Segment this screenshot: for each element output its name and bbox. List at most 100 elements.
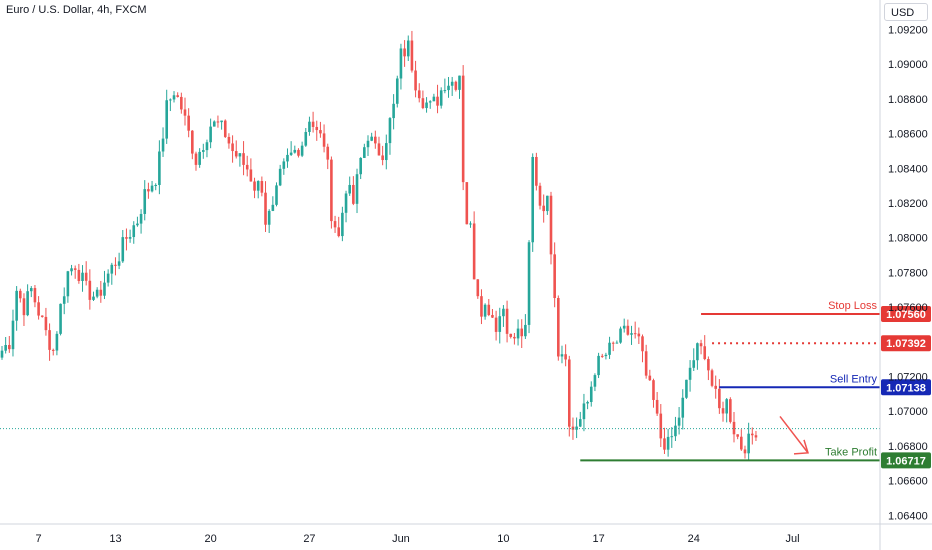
candle-body <box>297 149 300 156</box>
candle-body <box>450 81 454 86</box>
candle-body <box>33 288 37 303</box>
candle-body <box>611 342 615 344</box>
candle-body <box>399 48 403 79</box>
y-tick-label: 1.06600 <box>888 476 928 488</box>
candle-body <box>531 156 534 243</box>
level-price-label: 1.07560 <box>886 309 926 321</box>
candles <box>0 30 758 461</box>
y-tick-label: 1.07000 <box>888 406 928 418</box>
candle-body <box>732 421 736 435</box>
candle-body <box>103 282 106 296</box>
candle-body <box>681 397 685 418</box>
candle-body <box>443 90 447 92</box>
candle-body <box>26 291 29 316</box>
candle-body <box>150 185 154 192</box>
candle-body <box>571 426 575 430</box>
candle-body <box>553 254 556 298</box>
candle-body <box>223 120 227 137</box>
candle-body <box>659 413 663 439</box>
candle-body <box>341 212 344 237</box>
candle-body <box>454 81 458 90</box>
candle-body <box>216 121 220 123</box>
candle-body <box>699 343 703 347</box>
candle-body <box>666 436 670 450</box>
candle-body <box>253 181 256 191</box>
candle-body <box>158 151 161 186</box>
candle-body <box>92 296 95 300</box>
candle-body <box>754 435 758 438</box>
candle-body <box>696 343 699 361</box>
candle-body <box>502 308 505 317</box>
candle-body <box>392 103 395 119</box>
candle-body <box>736 434 739 437</box>
candle-body <box>114 264 117 266</box>
candle-body <box>4 344 7 351</box>
candle-body <box>633 333 637 335</box>
candle-body <box>542 205 545 212</box>
candle-body <box>165 100 168 139</box>
candle-body <box>22 298 26 316</box>
currency-button[interactable]: USD <box>884 3 928 21</box>
candle-body <box>238 153 242 157</box>
candle-body <box>505 308 509 334</box>
candle-body <box>428 101 432 103</box>
candle-body <box>721 408 725 414</box>
candle-body <box>703 346 707 360</box>
y-tick-label: 1.06800 <box>888 441 928 453</box>
candle-body <box>132 225 136 238</box>
candle-body <box>476 279 480 297</box>
candle-body <box>344 193 348 213</box>
level-price-label: 1.07392 <box>886 338 926 350</box>
candle-body <box>187 115 190 131</box>
candle-body <box>308 121 311 132</box>
level-price-tag <box>881 306 931 323</box>
candle-body <box>747 433 750 454</box>
y-tick-label: 1.08200 <box>888 198 928 210</box>
candle-body <box>670 436 674 438</box>
x-tick-label: 17 <box>592 533 604 545</box>
candle-body <box>209 126 212 143</box>
candle-body <box>359 157 362 175</box>
candle-body <box>51 349 55 351</box>
candle-body <box>106 273 110 283</box>
candle-body <box>414 70 417 91</box>
candle-body <box>560 354 564 357</box>
candle-body <box>637 333 641 337</box>
candle-body <box>516 328 520 339</box>
candle-body <box>198 151 201 165</box>
y-tick-label: 1.08400 <box>888 163 928 175</box>
candle-body <box>352 184 355 204</box>
candle-body <box>439 90 443 106</box>
candle-body <box>143 189 147 214</box>
candle-body <box>593 375 597 387</box>
candle-body <box>582 403 586 420</box>
x-tick-label: 7 <box>36 533 42 545</box>
candle-body <box>718 388 721 409</box>
candle-body <box>447 85 450 91</box>
x-tick-label: 27 <box>303 533 315 545</box>
candle-body <box>366 140 370 148</box>
candle-body <box>136 223 139 226</box>
candle-body <box>388 118 392 144</box>
candle-body <box>202 150 205 152</box>
candle-body <box>286 154 289 162</box>
candle-body <box>677 417 681 426</box>
candle-body <box>425 102 428 109</box>
candle-body <box>304 131 308 146</box>
y-tick-label: 1.07200 <box>888 372 928 384</box>
candle-body <box>600 355 604 357</box>
candle-body <box>619 328 622 343</box>
candle-body <box>278 168 282 186</box>
candle-body <box>48 330 51 350</box>
candle-body <box>520 328 524 337</box>
candle-body <box>88 280 92 300</box>
y-tick-label: 1.09000 <box>888 59 928 71</box>
y-tick-label: 1.08600 <box>888 129 928 141</box>
candle-body <box>191 130 194 154</box>
candle-body <box>147 189 150 192</box>
candle-body <box>644 351 648 376</box>
candle-body <box>743 449 747 454</box>
candle-body <box>19 290 22 299</box>
candle-body <box>641 336 644 352</box>
